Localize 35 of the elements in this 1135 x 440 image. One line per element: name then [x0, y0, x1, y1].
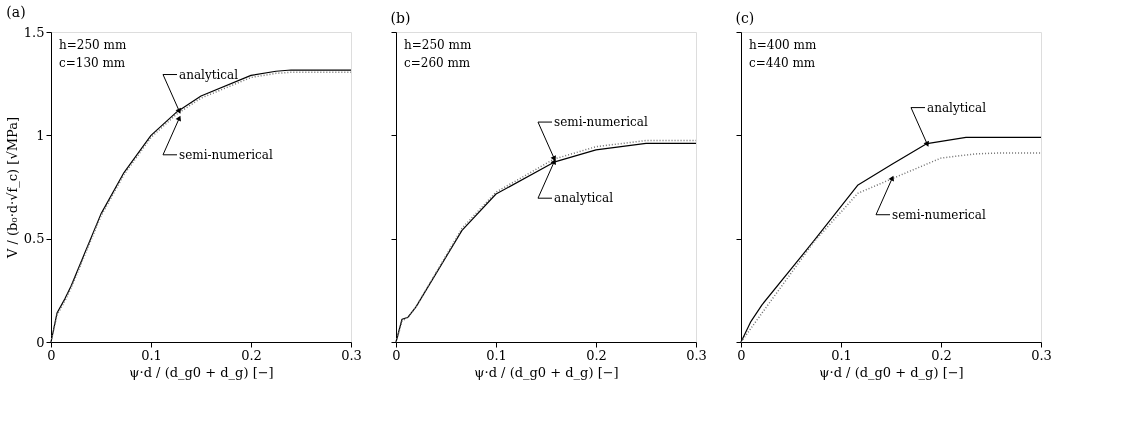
- annotation: analytical: [927, 100, 987, 115]
- chart-title: (c): [735, 9, 755, 26]
- chart-title: (b): [390, 9, 411, 26]
- annotation: h=250 mm: [59, 38, 127, 52]
- x-axis-title: ψ·d / (d_g0 + d_g) [−]: [129, 364, 274, 380]
- y-tick-label: 0: [36, 334, 45, 350]
- x-tick-label: 0: [47, 347, 56, 363]
- annotation: semi-numerical: [179, 147, 273, 162]
- x-tick-label: 0.2: [931, 347, 952, 363]
- x-tick-label: 0.2: [586, 347, 607, 363]
- x-tick-label: 0.1: [486, 347, 507, 363]
- annotation: analytical: [554, 191, 614, 206]
- y-tick-label: 1.5: [23, 24, 45, 40]
- x-axis-title: ψ·d / (d_g0 + d_g) [−]: [474, 364, 619, 380]
- x-tick-label: 0.1: [831, 347, 852, 363]
- annotation: h=400 mm: [749, 38, 817, 52]
- annotation: c=260 mm: [404, 56, 471, 70]
- y-axis-title: V / (b₀·d·√f_c) [√MPa]: [4, 117, 20, 259]
- y-tick-label: 0.5: [23, 231, 45, 247]
- x-tick-label: 0.2: [241, 347, 262, 363]
- annotation: semi-numerical: [892, 207, 986, 222]
- x-axis-title: ψ·d / (d_g0 + d_g) [−]: [819, 364, 964, 380]
- x-tick-label: 0.3: [1031, 347, 1052, 363]
- chart-title: (a): [6, 4, 26, 20]
- annotation: analytical: [179, 67, 239, 82]
- y-tick-label: 1: [36, 127, 45, 143]
- x-tick-label: 0: [392, 347, 401, 363]
- x-tick-label: 0.3: [686, 347, 707, 363]
- x-tick-label: 0.3: [341, 347, 362, 363]
- x-tick-label: 0.1: [141, 347, 162, 363]
- annotation: h=250 mm: [404, 38, 472, 52]
- annotation: c=130 mm: [59, 56, 126, 70]
- annotation: semi-numerical: [554, 115, 648, 130]
- x-tick-label: 0: [737, 347, 746, 363]
- annotation: c=440 mm: [749, 56, 816, 70]
